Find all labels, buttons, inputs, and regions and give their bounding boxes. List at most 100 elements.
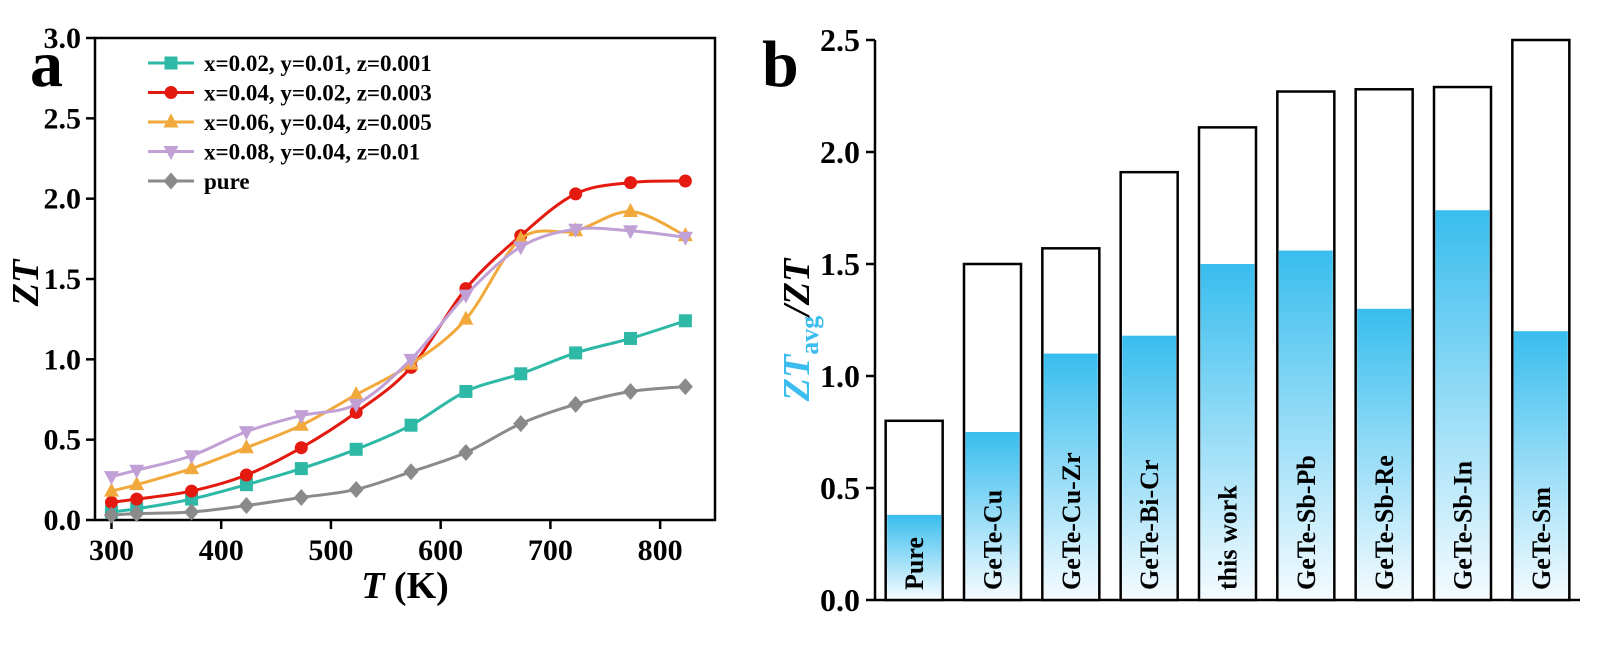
bar-category-label: Pure	[900, 537, 929, 590]
y-tick-label: 1.0	[44, 343, 82, 376]
series-marker	[103, 506, 119, 524]
bar-category-label: GeTe-Cu-Zr	[1057, 452, 1086, 590]
y-tick-label: 0.5	[820, 470, 860, 506]
legend-label: pure	[204, 169, 250, 194]
bar-zt-avg-fill	[1435, 210, 1490, 599]
series-marker	[624, 331, 638, 345]
series-marker	[164, 56, 178, 70]
legend-label: x=0.08, y=0.04, z=0.01	[204, 140, 420, 165]
series-marker	[349, 442, 363, 456]
series-marker	[239, 478, 253, 492]
series-marker	[239, 468, 253, 482]
y-tick-label: 0.0	[44, 504, 82, 537]
bar-zt-avg-fill	[1357, 308, 1412, 599]
bar-category-label: GeTe-Sb-Pb	[1292, 455, 1321, 590]
series-line	[111, 319, 686, 514]
legend-item: x=0.06, y=0.04, z=0.005	[148, 110, 432, 135]
bar-category-label: GeTe-Sb-In	[1449, 460, 1478, 590]
series-marker	[403, 463, 419, 481]
series-marker	[184, 460, 200, 475]
zt-comparison-bar-chart: 0.0 0.5 1.0 1.5 2.0 2.5 Pure GeTe-Cu GeTe-Cu-Zr G…	[820, 22, 1580, 618]
bar-zt-avg-fill	[1513, 331, 1568, 599]
legend-item: x=0.04, y=0.02, z=0.003	[148, 81, 432, 106]
series-marker	[568, 395, 584, 413]
y-tick-label: 2.0	[820, 134, 860, 170]
series-marker	[404, 418, 418, 432]
series-marker	[348, 398, 364, 413]
series-marker	[293, 489, 309, 507]
series-marker	[348, 386, 364, 401]
series-marker	[458, 444, 474, 462]
series-marker	[184, 450, 200, 465]
bar-zt-avg-fill	[887, 514, 942, 599]
legend-item: x=0.08, y=0.04, z=0.01	[148, 140, 420, 165]
series-marker	[294, 441, 308, 455]
y-tick-label: 0.5	[44, 424, 82, 457]
series-marker	[568, 223, 584, 238]
series-line	[111, 226, 686, 479]
bar-category-label: this work	[1214, 485, 1243, 590]
series-marker	[164, 86, 178, 99]
zt-vs-temperature-line-chart: 300 400 500 600 700 800 0.0 0.5 1.0 1.5 2.0 2.5 3.0 x…	[44, 22, 717, 567]
series-marker	[238, 426, 254, 441]
series-marker	[458, 310, 474, 325]
x-tick-label: 600	[418, 534, 463, 567]
x-tick-label: 300	[89, 534, 134, 567]
series-marker	[678, 314, 692, 328]
x-tick-label: 400	[199, 534, 244, 567]
y-tick-label: 1.0	[820, 358, 860, 394]
y-tick-label: 1.5	[820, 246, 860, 282]
x-tick-label: 800	[638, 534, 683, 567]
series-marker	[348, 480, 364, 498]
series-marker	[184, 503, 200, 521]
series-marker	[459, 384, 473, 398]
series-marker	[623, 203, 639, 218]
y-tick-label: 1.5	[44, 263, 82, 296]
legend-label: x=0.04, y=0.02, z=0.003	[204, 81, 432, 106]
legend-item: pure	[148, 169, 250, 194]
bar-category-label: GeTe-Cu	[979, 490, 1008, 590]
legend-item: x=0.02, y=0.01, z=0.001	[148, 51, 432, 76]
series-marker	[569, 187, 583, 201]
x-tick-label: 500	[308, 534, 353, 567]
series-marker	[163, 146, 179, 160]
series-line	[111, 210, 687, 493]
bar-category-label: GeTe-Bi-Cr	[1135, 460, 1164, 590]
bar-zt-avg-fill	[965, 432, 1020, 599]
bar-zt-avg-fill	[1200, 264, 1255, 599]
bar-zt-avg-fill	[1122, 335, 1177, 599]
y-tick-label: 2.5	[820, 22, 860, 58]
series-marker	[185, 484, 199, 498]
y-tick-label: 2.0	[44, 183, 82, 216]
bar-zt-avg-fill	[1278, 250, 1333, 599]
series-marker	[514, 367, 528, 381]
series-marker	[294, 462, 308, 476]
series-marker	[293, 410, 309, 425]
y-tick-label: 0.0	[820, 582, 860, 618]
legend-label: x=0.06, y=0.04, z=0.005	[204, 110, 432, 135]
series-marker	[458, 289, 474, 304]
series-marker	[677, 378, 693, 396]
series-marker	[513, 230, 529, 245]
bar-category-label: GeTe-Sm	[1527, 487, 1556, 590]
series-marker	[129, 505, 145, 523]
series-marker	[163, 113, 179, 128]
legend-label: x=0.02, y=0.01, z=0.001	[204, 51, 432, 76]
series-marker	[129, 476, 145, 491]
temperature-symbol: T	[361, 565, 385, 607]
y-tick-label: 2.5	[44, 102, 82, 135]
panel-b-label: b	[762, 28, 799, 101]
series-marker	[513, 241, 529, 256]
series-marker	[103, 482, 119, 497]
series-marker	[104, 495, 118, 509]
panel-a-x-axis-label: T (K)	[361, 564, 449, 608]
bar-zt-avg-fill	[1043, 353, 1098, 599]
y-tick-label: 3.0	[44, 22, 82, 55]
panel-a-label: a	[30, 28, 63, 101]
series-marker	[103, 471, 119, 486]
series-marker	[623, 225, 639, 240]
series-marker	[403, 353, 419, 368]
series-marker	[624, 176, 638, 190]
series-marker	[163, 172, 179, 190]
